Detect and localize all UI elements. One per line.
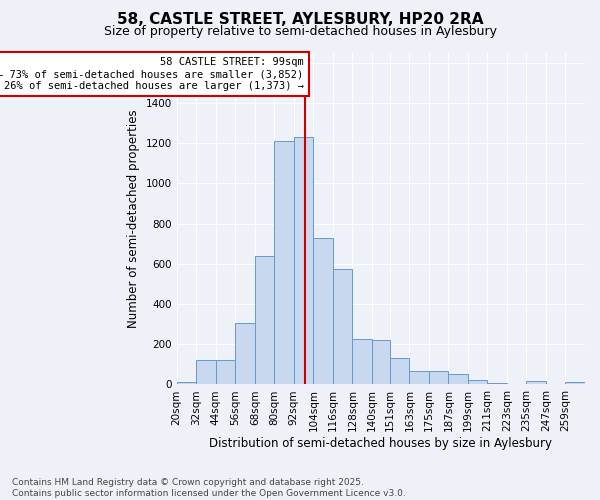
Bar	[216, 360, 235, 384]
Bar	[294, 137, 313, 384]
Bar	[177, 382, 196, 384]
Bar	[235, 323, 255, 384]
Bar	[313, 238, 333, 384]
Text: 58, CASTLE STREET, AYLESBURY, HP20 2RA: 58, CASTLE STREET, AYLESBURY, HP20 2RA	[117, 12, 483, 28]
Bar	[352, 339, 372, 384]
Bar	[274, 141, 294, 384]
Bar	[448, 374, 468, 384]
Bar	[255, 256, 274, 384]
X-axis label: Distribution of semi-detached houses by size in Aylesbury: Distribution of semi-detached houses by …	[209, 437, 553, 450]
Text: Contains HM Land Registry data © Crown copyright and database right 2025.
Contai: Contains HM Land Registry data © Crown c…	[12, 478, 406, 498]
Bar	[196, 360, 216, 384]
Bar	[409, 372, 429, 384]
Bar	[468, 380, 487, 384]
Bar	[390, 358, 409, 384]
Bar	[372, 340, 390, 384]
Bar	[565, 382, 585, 384]
Y-axis label: Number of semi-detached properties: Number of semi-detached properties	[127, 109, 140, 328]
Bar	[526, 382, 546, 384]
Bar	[429, 372, 448, 384]
Text: Size of property relative to semi-detached houses in Aylesbury: Size of property relative to semi-detach…	[104, 25, 497, 38]
Bar	[333, 269, 352, 384]
Text: 58 CASTLE STREET: 99sqm
← 73% of semi-detached houses are smaller (3,852)
26% of: 58 CASTLE STREET: 99sqm ← 73% of semi-de…	[0, 58, 304, 90]
